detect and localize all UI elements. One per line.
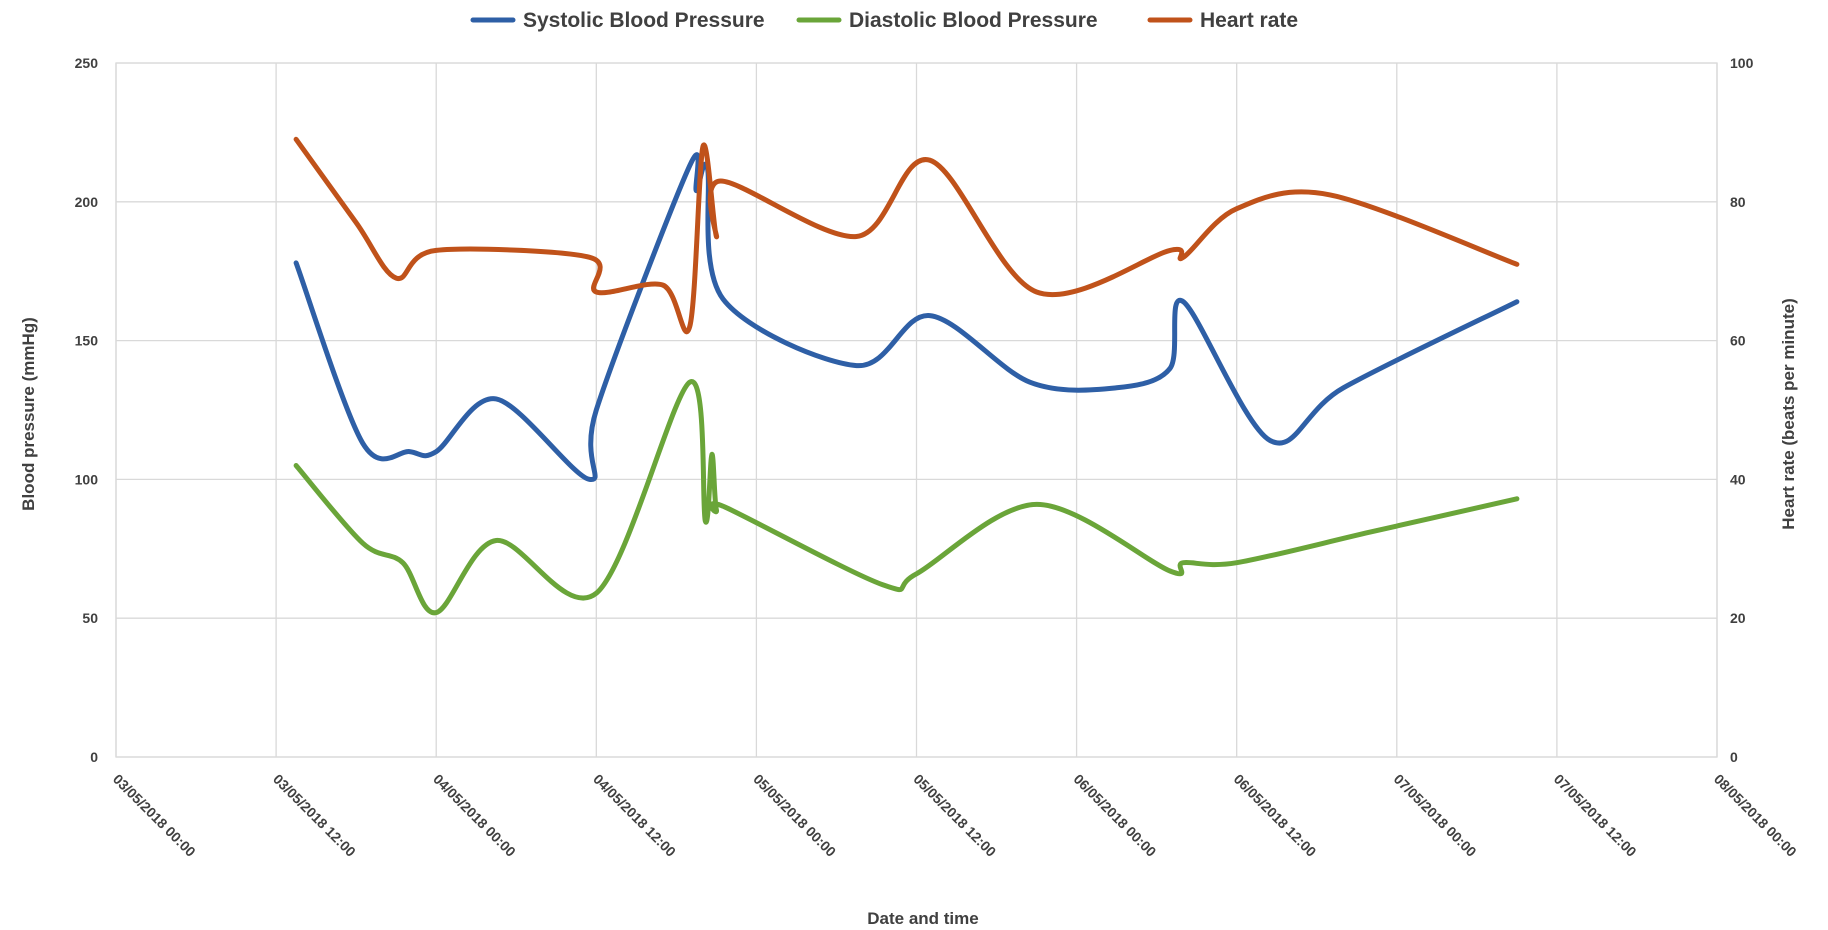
series-line-diastolic-blood-pressure bbox=[293, 379, 1520, 616]
y-axis-left: 0 50 100 150 200 250 bbox=[75, 55, 99, 765]
y-tick-label: 50 bbox=[82, 610, 98, 626]
y2-tick-label: 60 bbox=[1730, 333, 1746, 349]
y2-tick-label: 100 bbox=[1730, 55, 1754, 71]
series-line-heart-rate bbox=[293, 136, 1520, 334]
legend-label: Heart rate bbox=[1200, 9, 1298, 32]
y-axis-title: Blood pressure (mmHg) bbox=[19, 317, 38, 511]
y2-axis-title: Heart rate (beats per minute) bbox=[1779, 298, 1798, 529]
legend: Systolic Blood Pressure Diastolic Blood P… bbox=[470, 9, 1298, 32]
y-tick-label: 100 bbox=[75, 471, 99, 487]
y-tick-label: 0 bbox=[90, 749, 98, 765]
x-axis-title: Date and time bbox=[867, 909, 978, 928]
x-tick-label: 06/05/2018 00:00 bbox=[1070, 771, 1159, 860]
x-tick-label: 05/05/2018 00:00 bbox=[750, 771, 839, 860]
x-tick-label: 05/05/2018 12:00 bbox=[910, 771, 999, 860]
x-tick-label: 07/05/2018 12:00 bbox=[1551, 771, 1640, 860]
y-tick-label: 200 bbox=[75, 194, 99, 210]
y-axis-right: 0 20 40 60 80 100 bbox=[1730, 55, 1754, 765]
y2-tick-label: 0 bbox=[1730, 749, 1738, 765]
legend-item: Heart rate bbox=[1147, 9, 1298, 32]
x-tick-label: 03/05/2018 12:00 bbox=[270, 771, 359, 860]
x-tick-label: 04/05/2018 12:00 bbox=[590, 771, 679, 860]
x-tick-label: 06/05/2018 12:00 bbox=[1231, 771, 1320, 860]
y-tick-label: 250 bbox=[75, 55, 99, 71]
x-tick-label: 08/05/2018 00:00 bbox=[1711, 771, 1800, 860]
x-axis: 03/05/2018 00:00 03/05/2018 12:00 04/05/20… bbox=[110, 771, 1800, 860]
x-tick-label: 04/05/2018 00:00 bbox=[430, 771, 519, 860]
y2-tick-label: 40 bbox=[1730, 471, 1746, 487]
legend-item: Systolic Blood Pressure bbox=[470, 9, 765, 32]
plot-area bbox=[115, 62, 1718, 758]
x-tick-label: 07/05/2018 00:00 bbox=[1391, 771, 1480, 860]
legend-label: Systolic Blood Pressure bbox=[523, 9, 765, 32]
series-lines bbox=[293, 136, 1520, 616]
y2-tick-label: 80 bbox=[1730, 194, 1746, 210]
series-line-systolic-blood-pressure bbox=[293, 152, 1520, 482]
plot-border bbox=[115, 62, 1718, 758]
x-tick-label: 03/05/2018 00:00 bbox=[110, 771, 199, 860]
y-tick-label: 150 bbox=[75, 333, 99, 349]
y2-tick-label: 20 bbox=[1730, 610, 1746, 626]
legend-label: Diastolic Blood Pressure bbox=[849, 9, 1098, 32]
gridlines bbox=[115, 62, 1718, 758]
legend-item: Diastolic Blood Pressure bbox=[796, 9, 1098, 32]
